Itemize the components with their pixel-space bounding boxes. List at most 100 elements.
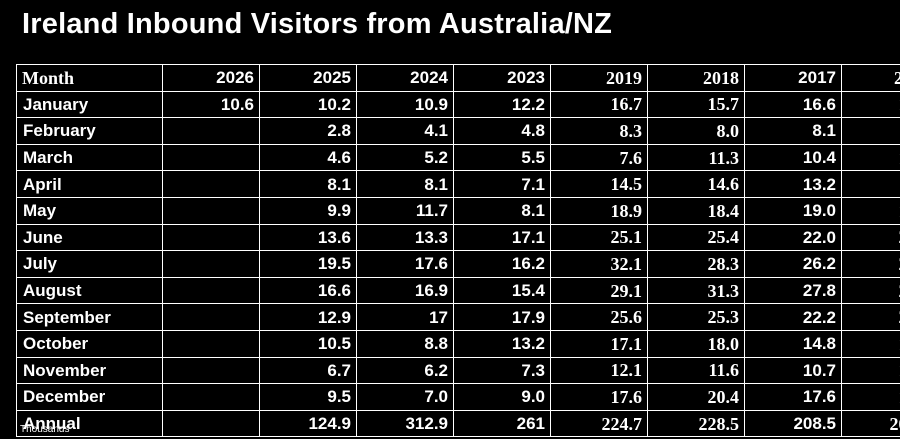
column-header-year: 2017	[744, 64, 842, 92]
table-row: May 9.911.78.118.918.419.016.6	[16, 196, 900, 225]
column-header-year: 2018	[647, 64, 745, 92]
table-cell: 6.7	[259, 356, 357, 385]
row-label: December	[16, 383, 163, 411]
table-row: March 4.65.25.57.611.310.412.5	[16, 143, 900, 172]
table-header-row: Month 20262025202420232019201820172016	[16, 64, 900, 92]
table-cell: 7.6	[550, 143, 648, 172]
column-header-year: 2024	[356, 64, 454, 92]
table-cell: 11.7	[356, 196, 454, 225]
table-cell: 14.6	[647, 170, 745, 198]
table-cell: 10.7	[744, 356, 842, 385]
table-cell: 4.1	[356, 117, 454, 145]
table-cell: 7.3	[453, 356, 551, 385]
table-cell: 18.1	[841, 383, 900, 411]
table-cell: 16.2	[453, 250, 551, 278]
table-cell: 13.6	[259, 223, 357, 252]
table-cell: 18.0	[647, 329, 745, 358]
row-label: September	[16, 303, 163, 331]
table-cell: 4.8	[453, 117, 551, 145]
table-cell: 19.0	[744, 196, 842, 225]
column-header-year: 2025	[259, 64, 357, 92]
table-cell: 25.4	[647, 223, 745, 252]
table-cell: 6.2	[356, 356, 454, 385]
table-cell: 5.3	[841, 117, 900, 145]
table-cell: 208.5	[744, 409, 842, 438]
data-table: Month 20262025202420232019201820172016 J…	[16, 64, 900, 438]
data-table-container: Month 20262025202420232019201820172016 J…	[16, 64, 900, 438]
table-cell: 8.1	[356, 170, 454, 198]
table-cell: 25.1	[550, 223, 648, 252]
table-cell: 25.6	[550, 303, 648, 331]
table-cell: 8.8	[356, 329, 454, 358]
table-row: February 2.84.14.88.38.08.15.3	[16, 117, 900, 145]
table-cell: 12.9	[259, 303, 357, 331]
table-cell: 4.6	[259, 143, 357, 172]
table-cell: 12.5	[841, 143, 900, 172]
table-cell: 22.2	[744, 303, 842, 331]
table-cell: 14.8	[744, 329, 842, 358]
table-cell: 9.9	[259, 196, 357, 225]
table-cell: 20.7	[841, 303, 900, 331]
table-cell	[162, 356, 260, 385]
table-cell	[162, 383, 260, 411]
table-cell: 29.1	[550, 276, 648, 305]
table-cell: 31.3	[647, 276, 745, 305]
table-cell: 13.2	[744, 170, 842, 198]
row-label: August	[16, 276, 163, 305]
row-label: March	[16, 143, 163, 172]
table-cell: 32.1	[550, 250, 648, 278]
table-cell: 19.5	[259, 250, 357, 278]
units-footnote: Thousands	[20, 424, 70, 435]
table-cell: 13.0	[841, 356, 900, 385]
row-label: February	[16, 117, 163, 145]
table-cell: 26.2	[744, 250, 842, 278]
table-cell: 10.9	[356, 90, 454, 119]
table-cell: 17.1	[550, 329, 648, 358]
table-cell: 8.0	[647, 117, 745, 145]
table-cell: 228.5	[647, 409, 745, 438]
table-cell: 8.1	[453, 196, 551, 225]
table-cell: 10.4	[744, 143, 842, 172]
column-header-year: 2023	[453, 64, 551, 92]
table-cell: 124.9	[259, 409, 357, 438]
table-cell	[162, 143, 260, 172]
table-cell: 16.6	[841, 196, 900, 225]
table-cell: 16.9	[356, 276, 454, 305]
table-cell	[162, 223, 260, 252]
table-row: November 6.76.27.312.111.610.713.0	[16, 356, 900, 385]
table-cell: 204.5	[841, 409, 900, 438]
table-cell: 18.4	[647, 196, 745, 225]
table-cell: 13.6	[841, 90, 900, 119]
table-body: January10.610.210.912.216.715.716.613.6F…	[16, 90, 900, 438]
row-label: May	[16, 196, 163, 225]
table-cell: 26.0	[841, 276, 900, 305]
table-cell: 10.6	[162, 90, 260, 119]
row-label: October	[16, 329, 163, 358]
table-cell: 18.9	[550, 196, 648, 225]
table-cell: 11.3	[647, 143, 745, 172]
table-row: June 13.613.317.125.125.422.023.1	[16, 223, 900, 252]
table-cell: 5.5	[453, 143, 551, 172]
table-cell: 11.4	[841, 170, 900, 198]
table-cell	[162, 409, 260, 438]
row-label: June	[16, 223, 163, 252]
table-cell: 17.6	[356, 250, 454, 278]
table-cell: 23.1	[841, 223, 900, 252]
table-cell: 20.4	[647, 383, 745, 411]
table-cell: 8.1	[259, 170, 357, 198]
table-row: October 10.58.813.217.118.014.817.7	[16, 329, 900, 358]
table-cell	[162, 196, 260, 225]
table-cell: 10.5	[259, 329, 357, 358]
table-cell: 11.6	[647, 356, 745, 385]
table-cell: 224.7	[550, 409, 648, 438]
column-header-month: Month	[16, 64, 163, 92]
table-cell: 9.0	[453, 383, 551, 411]
table-cell: 261	[453, 409, 551, 438]
row-label: Annual	[16, 409, 163, 438]
table-cell: 12.1	[550, 356, 648, 385]
table-cell: 13.2	[453, 329, 551, 358]
table-cell: 17.6	[744, 383, 842, 411]
table-cell: 8.3	[550, 117, 648, 145]
column-header-year: 2026	[162, 64, 260, 92]
